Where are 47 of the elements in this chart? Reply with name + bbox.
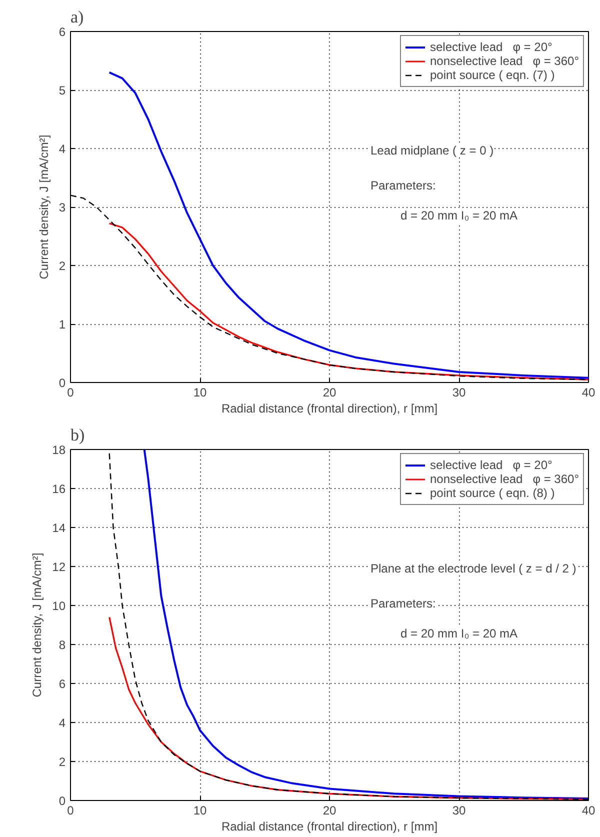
chart-title: a) [70,8,84,26]
y-tick-label: 3 [58,200,66,214]
y-tick-label: 0 [58,376,66,390]
legend-label: point source ( eqn. (8) ) [430,486,555,500]
annotation: d = 20 mm I₀ = 20 mA [400,208,518,222]
line-series [108,222,588,380]
y-tick-label: 6 [58,25,66,39]
y-tick-label: 12 [52,560,66,574]
legend-label: selective lead φ = 20° [430,458,552,472]
x-tick-label: 40 [582,386,596,400]
y-tick-label: 6 [58,677,66,691]
legend-label: nonselective lead φ = 360° [430,54,579,68]
x-axis-title: Radial distance (frontal direction), r [mm] [221,402,438,416]
y-tick-label: 5 [58,84,66,98]
legend-label: selective lead φ = 20° [430,40,552,54]
x-tick-label: 30 [452,386,466,400]
x-tick-label: 20 [322,804,336,818]
y-axis-title: Current density, J [mA/cm²] [30,552,44,698]
annotation: Parameters: [370,596,436,610]
y-tick-label: 14 [52,521,66,535]
y-tick-label: 4 [58,142,66,156]
x-tick-label: 0 [67,804,74,818]
y-tick-label: 8 [58,638,66,652]
x-tick-label: 20 [322,386,336,400]
x-tick-label: 0 [67,386,74,400]
annotation: d = 20 mm I₀ = 20 mA [400,626,518,640]
chart-title: b) [70,426,85,444]
y-tick-label: 2 [58,259,66,273]
x-tick-label: 30 [452,804,466,818]
y-tick-label: 16 [52,482,66,496]
legend-label: point source ( eqn. (7) ) [430,68,555,82]
legend-label: nonselective lead φ = 360° [430,472,579,486]
y-tick-label: 1 [58,318,66,332]
x-axis-title: Radial distance (frontal direction), r [mm] [221,820,438,834]
y-tick-label: 0 [58,794,66,808]
annotation: Lead midplane ( z = 0 ) [370,144,494,158]
y-tick-label: 2 [58,755,66,769]
x-tick-label: 40 [582,804,596,818]
annotation: Parameters: [370,178,436,192]
y-tick-label: 18 [52,443,66,457]
line-series [108,71,588,379]
y-axis-title: Current density, J [mA/cm²] [36,134,51,280]
x-tick-label: 10 [193,804,207,818]
y-tick-label: 4 [58,716,66,730]
x-tick-label: 10 [193,386,207,400]
annotation: Plane at the electrode level ( z = d / 2 ) [370,562,576,576]
y-tick-label: 10 [52,599,66,613]
